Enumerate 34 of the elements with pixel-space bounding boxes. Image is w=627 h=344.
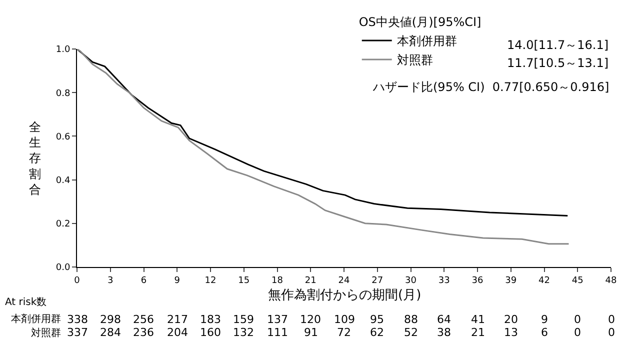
x-tick-label: 18 [272, 276, 284, 286]
x-tick-label: 33 [438, 276, 450, 286]
legend-label: 対照群 [396, 53, 433, 68]
y-axis-title: 全生存割合 [29, 120, 41, 196]
x-tick-label: 15 [238, 276, 250, 286]
annotation: 14.0[11.7～16.1] [507, 38, 609, 52]
x-tick-label: 6 [140, 276, 147, 286]
x-tick-label: 21 [304, 276, 316, 286]
x-tick-label: 30 [405, 276, 417, 286]
legend-title: OS中央値(月)[95%CI] [358, 15, 482, 30]
x-tick-label: 0 [74, 276, 80, 286]
x-tick-label: 36 [472, 276, 484, 286]
x-tick-label: 3 [108, 276, 114, 286]
y-tick-label: 0.0 [56, 263, 70, 274]
text: 対照群 337 284 236 204 160 132 111 91 72 62 52 38 21 13 6 0 0 [31, 326, 615, 339]
x-tick-label: 12 [204, 276, 216, 286]
annotation: ハザード比(95% CI) 0.77[0.650～0.916] [372, 80, 610, 94]
x-tick-label: 48 [605, 276, 617, 286]
y-tick-label: 0.2 [56, 220, 70, 230]
x-tick-label: 39 [505, 276, 517, 286]
x-tick-label: 9 [174, 276, 180, 286]
y-tick-label: 1.0 [56, 45, 70, 56]
x-tick-label: 42 [538, 276, 550, 286]
text: At risk数 [5, 297, 47, 308]
annotation: 11.7[10.5～13.1] [507, 56, 609, 70]
y-tick-label: 0.4 [56, 176, 70, 186]
x-tick-label: 24 [338, 276, 350, 286]
y-tick-label: 0.6 [56, 132, 70, 142]
x-axis-title: 無作為割付からの期間(月) [268, 288, 422, 303]
text: 本剤併用群 338 298 256 217 183 159 137 120 109 95 88 64 41 20 9 0 0 [11, 313, 615, 326]
x-tick-label: 27 [372, 276, 384, 286]
legend-label: 本剤併用群 [396, 34, 457, 48]
x-tick-label: 45 [572, 276, 584, 286]
y-tick-label: 0.8 [56, 88, 70, 99]
